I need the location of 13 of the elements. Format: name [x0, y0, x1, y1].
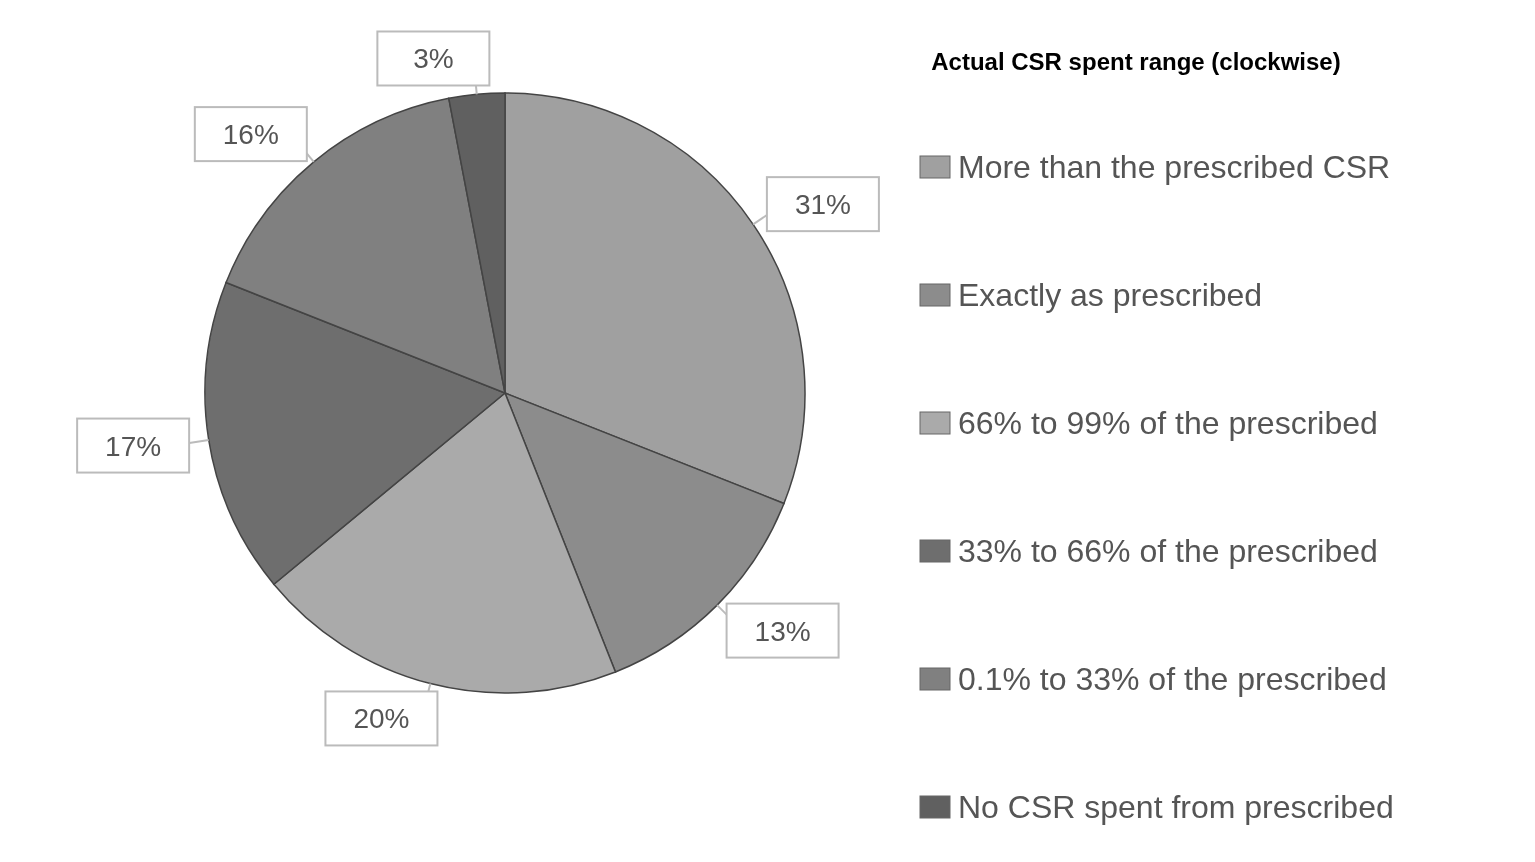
- legend-title: Actual CSR spent range (clockwise): [931, 48, 1341, 75]
- data-label: 13%: [754, 615, 811, 647]
- data-label: 3%: [413, 43, 454, 75]
- data-label: 20%: [353, 703, 410, 735]
- legend-label: No CSR spent from prescribed: [958, 789, 1394, 825]
- legend-label: 0.1% to 33% of the prescribed: [958, 661, 1387, 697]
- data-label: 16%: [222, 119, 279, 151]
- legend-label: Exactly as prescribed: [958, 277, 1263, 313]
- data-label: 17%: [105, 430, 162, 462]
- data-label: 31%: [794, 189, 851, 221]
- legend-label: 66% to 99% of the prescribed: [958, 405, 1378, 441]
- legend-label: 33% to 66% of the prescribed: [958, 533, 1378, 569]
- legend-label: More than the prescribed CSR: [958, 149, 1391, 185]
